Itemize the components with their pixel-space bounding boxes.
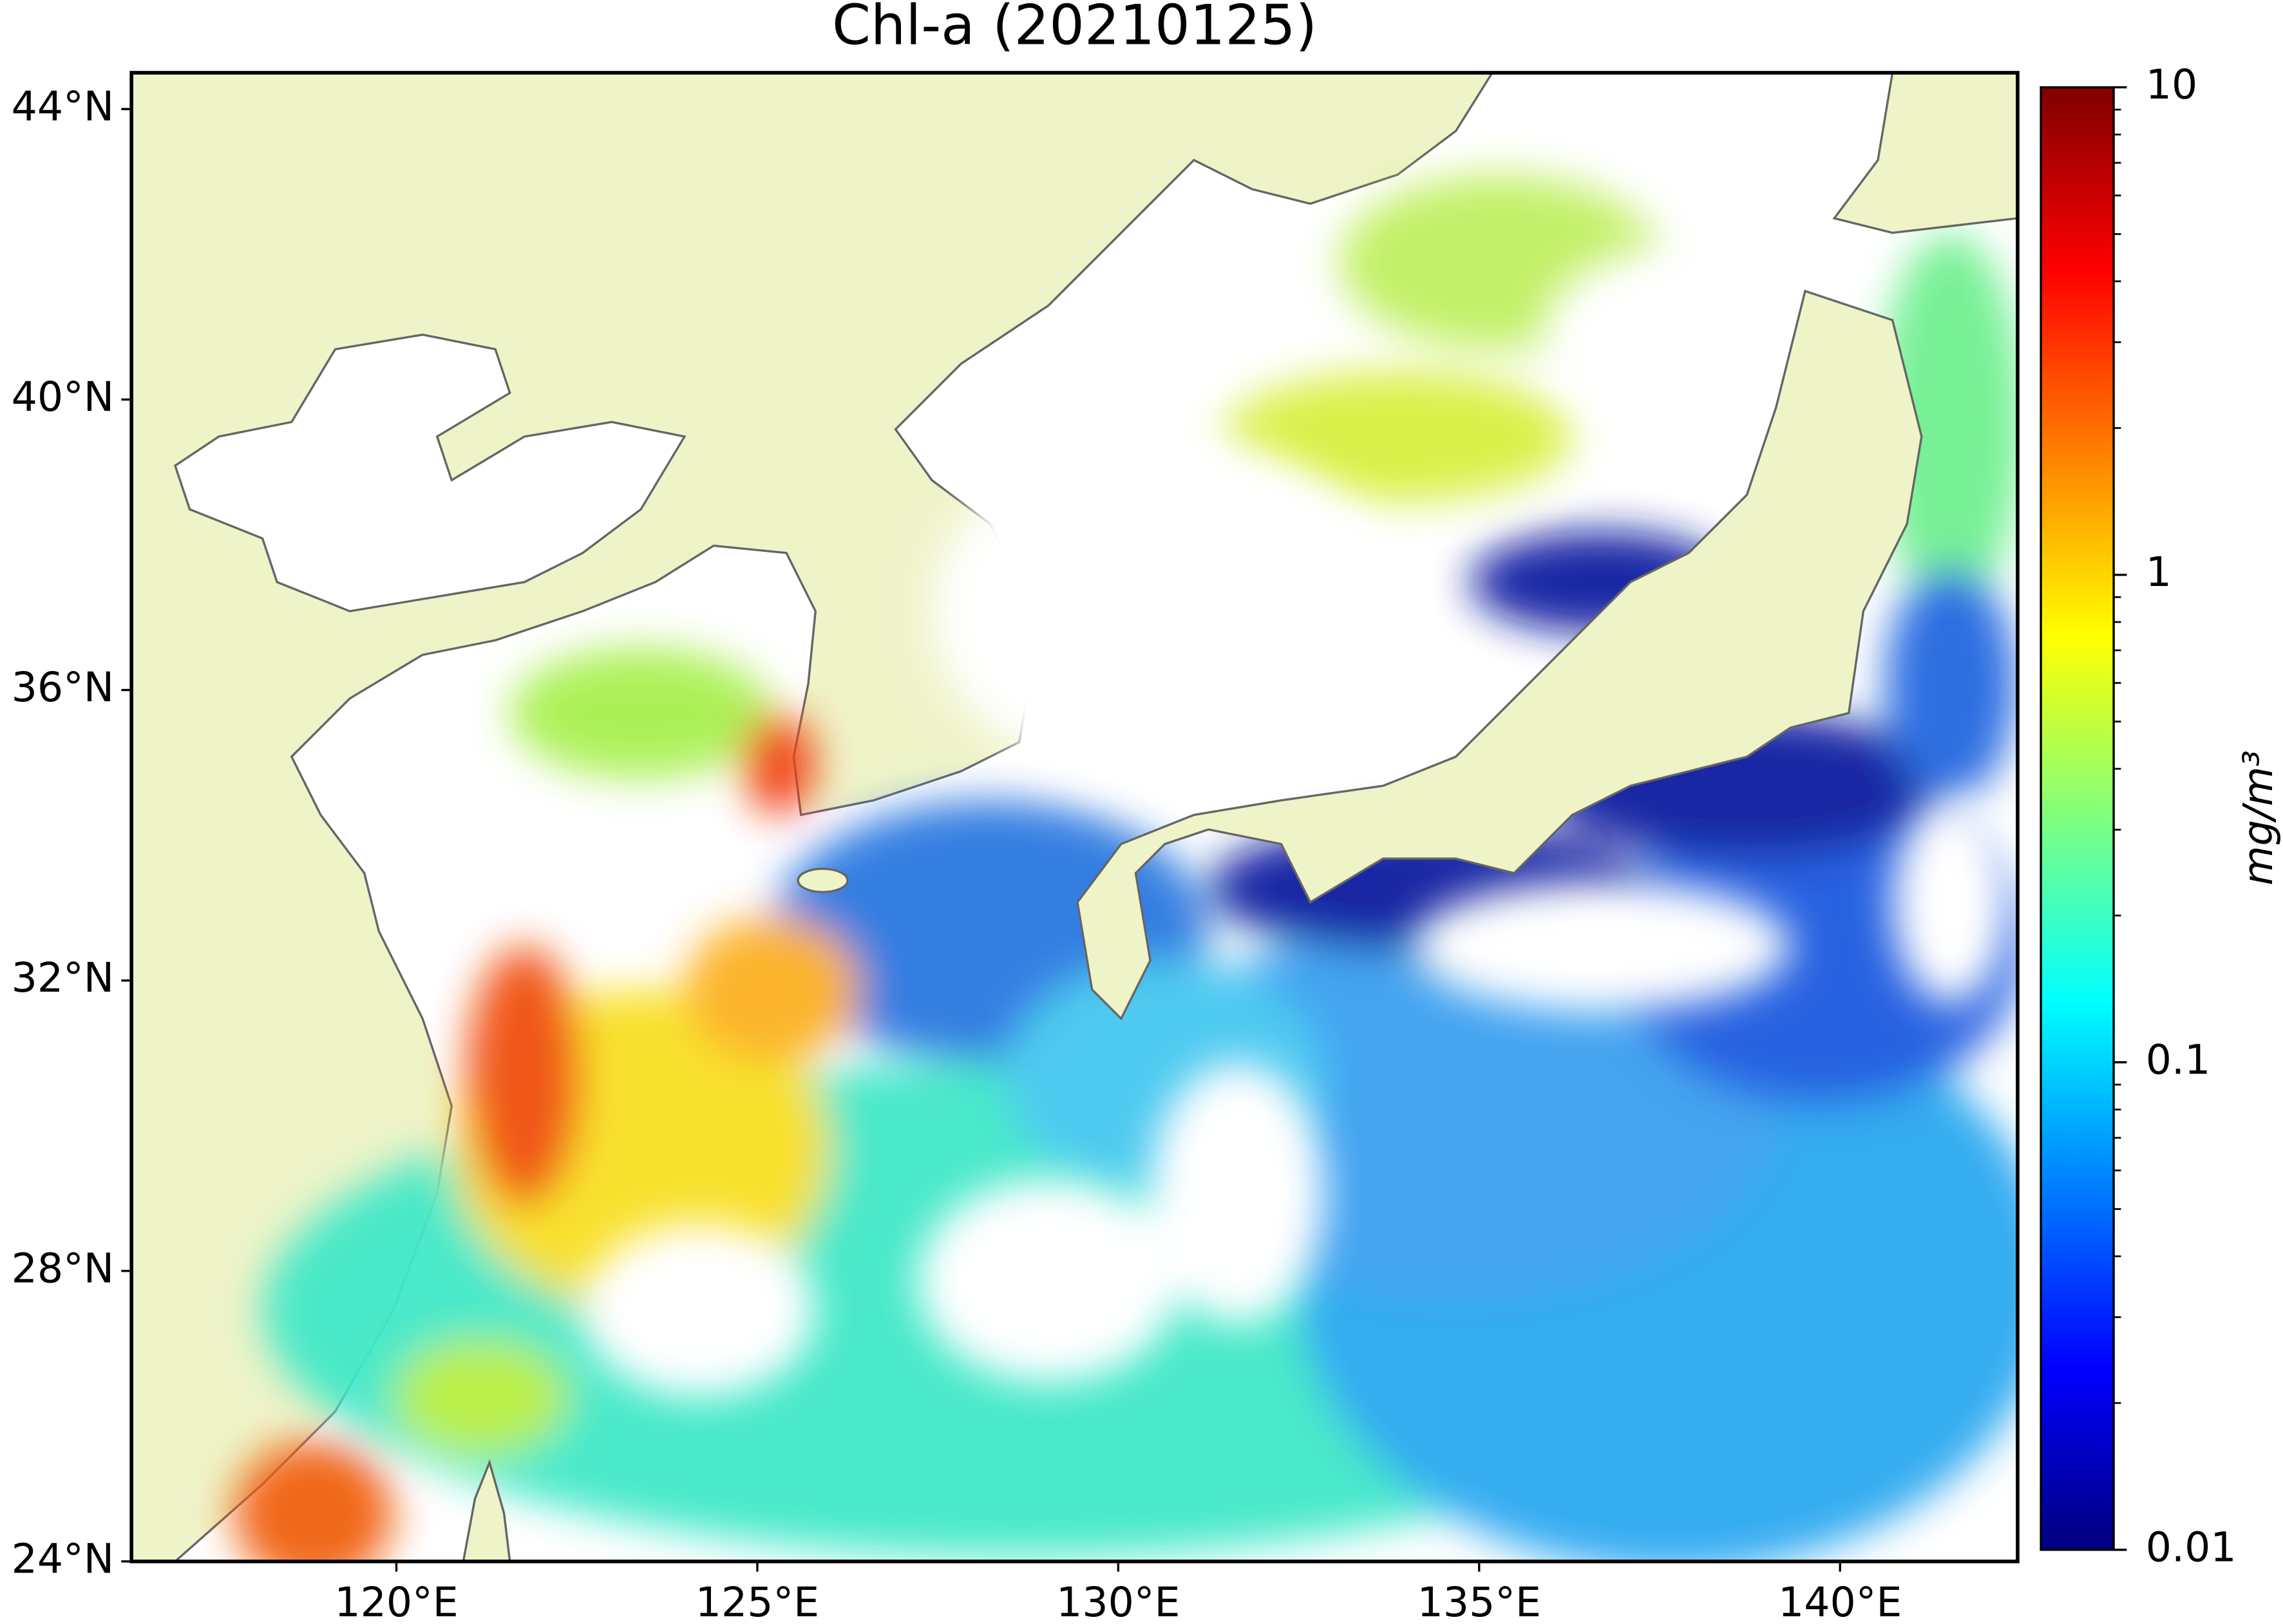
colorbar-tick-label: 1	[2146, 548, 2172, 596]
x-tick-label: 120°E	[334, 1578, 458, 1624]
y-tick-label: 40°N	[12, 373, 114, 420]
x-tick-label: 125°E	[696, 1578, 819, 1624]
jeju	[797, 867, 849, 893]
bohai-sea	[173, 334, 687, 612]
map-frame	[129, 71, 2020, 1563]
colorbar-tick-label: 0.1	[2146, 1035, 2211, 1083]
colorbar-tick-label: 0.01	[2146, 1523, 2237, 1571]
y-tick-label: 32°N	[12, 954, 114, 1001]
colorbar	[2040, 86, 2115, 1551]
x-tick-label: 140°E	[1778, 1578, 1902, 1624]
hokkaido	[1832, 72, 2018, 234]
x-tick-label: 135°E	[1417, 1578, 1541, 1624]
colorbar-label: mg/m³	[2234, 750, 2282, 885]
y-tick-label: 36°N	[12, 663, 114, 711]
map-area	[131, 72, 2018, 1562]
y-tick-label: 24°N	[12, 1534, 114, 1582]
taiwan	[462, 1459, 511, 1562]
x-tick-label: 130°E	[1056, 1578, 1180, 1624]
y-tick-label: 28°N	[12, 1244, 114, 1292]
y-tick-label: 44°N	[12, 82, 114, 130]
map-title: Chl-a (20210125)	[832, 0, 1317, 58]
cloud-cover	[582, 247, 2009, 1397]
japan	[1076, 289, 1923, 1021]
colorbar-tick-label: 10	[2146, 61, 2198, 108]
